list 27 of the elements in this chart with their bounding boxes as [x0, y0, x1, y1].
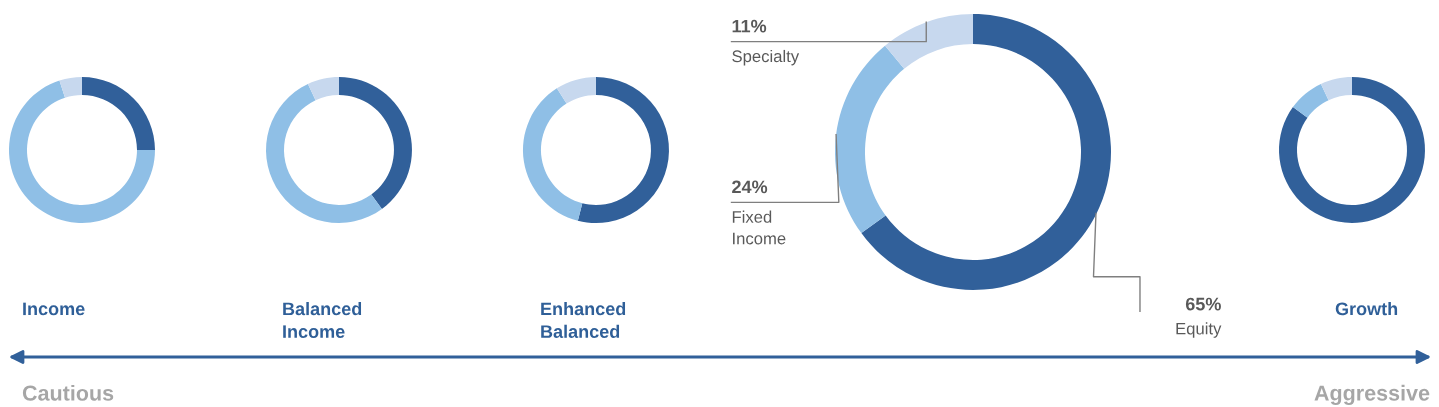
donut-slice: [82, 77, 155, 150]
text: Growth: [1335, 302, 1398, 316]
donut-slice: [1320, 77, 1352, 101]
donut-slice: [885, 14, 973, 69]
donut-slice: [59, 77, 82, 98]
text: Cautious: [22, 384, 114, 401]
donut-slice: [523, 88, 583, 221]
text: Income: [23, 302, 85, 316]
donut-slice: [835, 45, 905, 234]
slice-label: Fixed Income: [732, 210, 786, 245]
donut-slice: [307, 77, 339, 101]
text: Balanced Income: [283, 302, 362, 338]
slice-label: Equity: [1176, 322, 1222, 338]
donut-slice: [339, 77, 412, 210]
data-label: 11%: [732, 19, 767, 33]
donut-slice: [9, 80, 155, 223]
text: Enhanced Balanced: [541, 302, 626, 338]
data-label: 24%: [732, 180, 768, 194]
donut-slice: [1279, 77, 1425, 223]
text: Aggressive: [1314, 384, 1430, 405]
donut-slice: [577, 77, 669, 223]
donut-slice: [266, 83, 382, 223]
donut-slice: [861, 14, 1111, 290]
slice-label: Specialty: [732, 49, 800, 66]
data-label: 65%: [1185, 297, 1221, 311]
donut-slice: [556, 77, 596, 104]
donut-slice: [1292, 83, 1329, 118]
